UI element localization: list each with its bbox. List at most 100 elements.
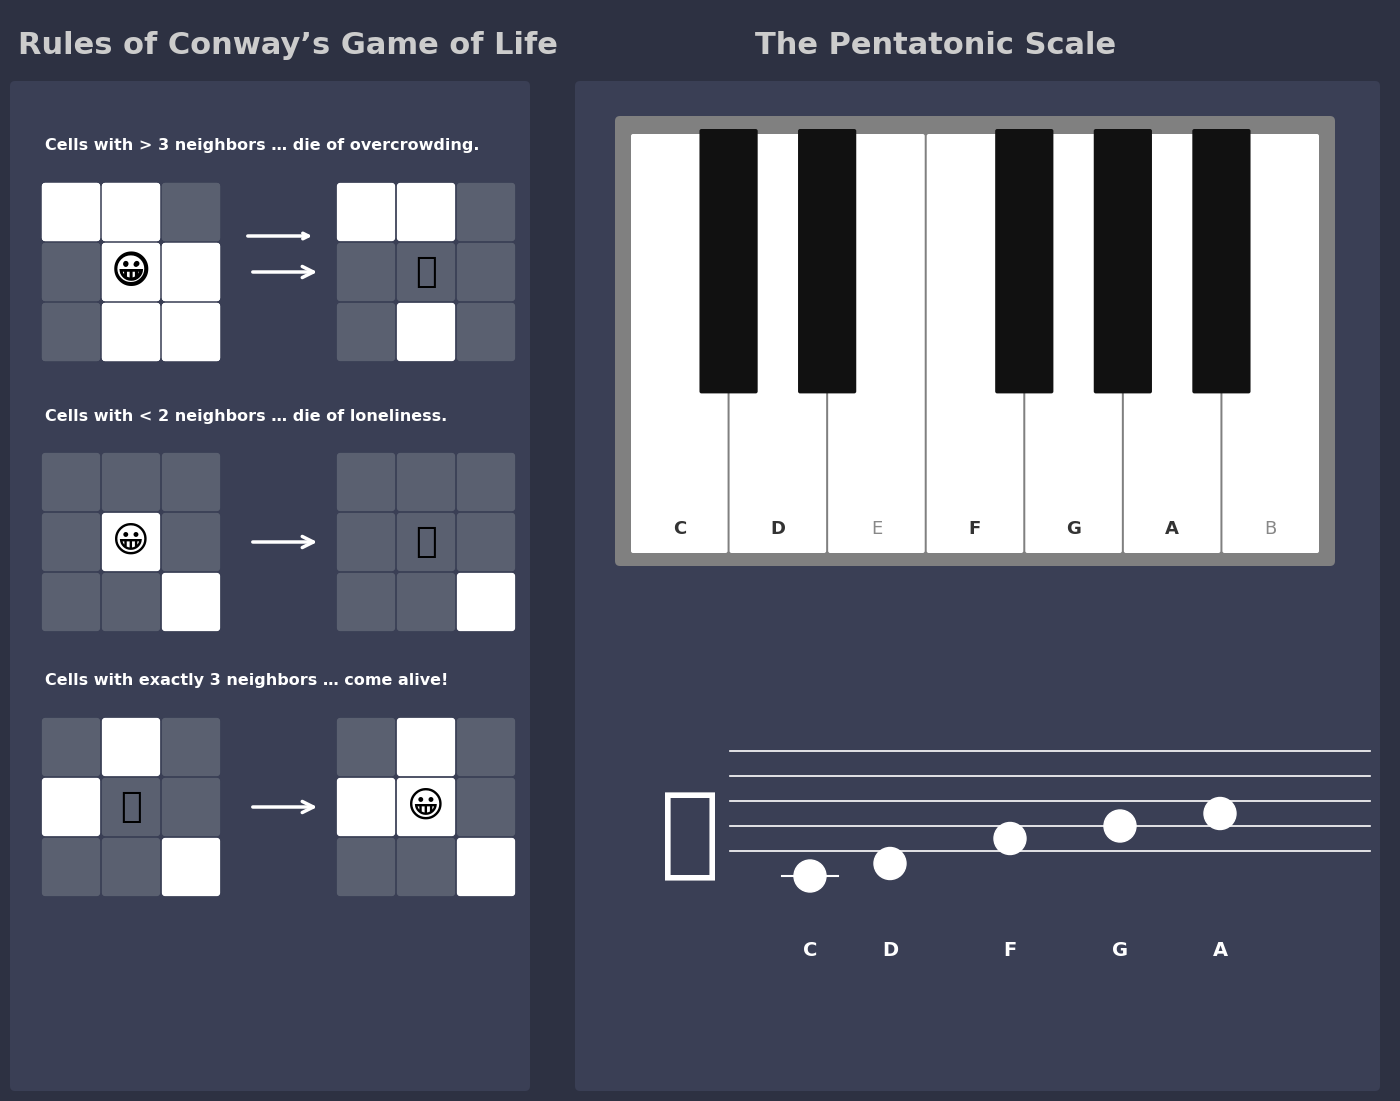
- FancyBboxPatch shape: [162, 303, 220, 361]
- FancyBboxPatch shape: [1124, 134, 1221, 553]
- FancyBboxPatch shape: [102, 303, 160, 361]
- FancyBboxPatch shape: [337, 453, 395, 511]
- Text: D: D: [882, 941, 897, 960]
- FancyBboxPatch shape: [927, 134, 1023, 553]
- FancyBboxPatch shape: [396, 573, 455, 631]
- FancyBboxPatch shape: [396, 243, 455, 301]
- Circle shape: [1204, 797, 1236, 829]
- FancyBboxPatch shape: [42, 303, 101, 361]
- FancyBboxPatch shape: [102, 453, 160, 511]
- FancyBboxPatch shape: [42, 243, 101, 301]
- FancyBboxPatch shape: [102, 838, 160, 896]
- FancyBboxPatch shape: [995, 129, 1053, 393]
- FancyBboxPatch shape: [162, 243, 220, 301]
- Text: The Pentatonic Scale: The Pentatonic Scale: [755, 32, 1116, 61]
- FancyBboxPatch shape: [102, 513, 160, 571]
- Circle shape: [794, 860, 826, 892]
- FancyBboxPatch shape: [337, 778, 395, 836]
- Text: 𝄞: 𝄞: [659, 787, 720, 884]
- Text: F: F: [1004, 941, 1016, 960]
- FancyBboxPatch shape: [1093, 129, 1152, 393]
- FancyBboxPatch shape: [42, 243, 101, 301]
- FancyBboxPatch shape: [162, 243, 220, 301]
- FancyBboxPatch shape: [42, 573, 101, 631]
- FancyBboxPatch shape: [396, 778, 455, 836]
- FancyBboxPatch shape: [42, 778, 101, 836]
- FancyBboxPatch shape: [456, 183, 515, 241]
- FancyBboxPatch shape: [396, 838, 455, 896]
- FancyBboxPatch shape: [42, 303, 101, 361]
- FancyBboxPatch shape: [337, 718, 395, 776]
- FancyBboxPatch shape: [42, 183, 101, 241]
- FancyBboxPatch shape: [42, 513, 101, 571]
- FancyBboxPatch shape: [1193, 129, 1250, 393]
- FancyBboxPatch shape: [42, 453, 101, 511]
- FancyBboxPatch shape: [1025, 134, 1121, 553]
- Text: Cells with exactly 3 neighbors … come alive!: Cells with exactly 3 neighbors … come al…: [45, 674, 448, 688]
- FancyBboxPatch shape: [456, 303, 515, 361]
- Text: Cells with < 2 neighbors … die of loneliness.: Cells with < 2 neighbors … die of loneli…: [45, 408, 447, 424]
- Text: 💀: 💀: [416, 525, 437, 559]
- FancyBboxPatch shape: [456, 838, 515, 896]
- FancyBboxPatch shape: [798, 129, 857, 393]
- Circle shape: [874, 848, 906, 880]
- FancyBboxPatch shape: [729, 134, 826, 553]
- FancyBboxPatch shape: [102, 183, 160, 241]
- FancyBboxPatch shape: [1222, 134, 1319, 553]
- FancyBboxPatch shape: [456, 718, 515, 776]
- Text: 😀: 😀: [407, 791, 445, 824]
- FancyBboxPatch shape: [829, 134, 925, 553]
- FancyBboxPatch shape: [456, 573, 515, 631]
- FancyBboxPatch shape: [162, 838, 220, 896]
- FancyBboxPatch shape: [396, 513, 455, 571]
- FancyBboxPatch shape: [575, 81, 1380, 1091]
- FancyBboxPatch shape: [456, 453, 515, 511]
- Text: D: D: [770, 520, 785, 538]
- FancyBboxPatch shape: [337, 573, 395, 631]
- FancyBboxPatch shape: [102, 243, 160, 301]
- FancyBboxPatch shape: [102, 778, 160, 836]
- FancyBboxPatch shape: [162, 513, 220, 571]
- FancyBboxPatch shape: [10, 81, 531, 1091]
- FancyBboxPatch shape: [162, 303, 220, 361]
- FancyBboxPatch shape: [456, 243, 515, 301]
- FancyBboxPatch shape: [396, 183, 455, 241]
- FancyBboxPatch shape: [162, 778, 220, 836]
- Text: A: A: [1165, 520, 1179, 538]
- Text: F: F: [969, 520, 981, 538]
- Text: C: C: [672, 520, 686, 538]
- FancyBboxPatch shape: [162, 453, 220, 511]
- Text: 💀: 💀: [120, 791, 141, 824]
- FancyBboxPatch shape: [42, 718, 101, 776]
- Text: G: G: [1067, 520, 1081, 538]
- Text: C: C: [802, 941, 818, 960]
- Circle shape: [1105, 810, 1135, 842]
- Circle shape: [994, 822, 1026, 854]
- Text: Rules of Conway’s Game of Life: Rules of Conway’s Game of Life: [18, 32, 557, 61]
- FancyBboxPatch shape: [396, 453, 455, 511]
- Text: 😀: 😀: [112, 255, 150, 288]
- Text: E: E: [871, 520, 882, 538]
- FancyBboxPatch shape: [631, 134, 728, 553]
- FancyBboxPatch shape: [337, 838, 395, 896]
- FancyBboxPatch shape: [42, 838, 101, 896]
- Text: 😀: 😀: [112, 525, 150, 559]
- Text: 😀: 😀: [111, 253, 151, 291]
- Text: B: B: [1264, 520, 1277, 538]
- FancyBboxPatch shape: [102, 243, 160, 301]
- FancyBboxPatch shape: [162, 718, 220, 776]
- FancyBboxPatch shape: [456, 513, 515, 571]
- FancyBboxPatch shape: [102, 573, 160, 631]
- Text: 💀: 💀: [416, 255, 437, 288]
- FancyBboxPatch shape: [162, 573, 220, 631]
- FancyBboxPatch shape: [337, 303, 395, 361]
- Text: A: A: [1212, 941, 1228, 960]
- Text: Cells with > 3 neighbors … die of overcrowding.: Cells with > 3 neighbors … die of overcr…: [45, 139, 479, 153]
- FancyBboxPatch shape: [337, 183, 395, 241]
- FancyBboxPatch shape: [456, 778, 515, 836]
- FancyBboxPatch shape: [42, 183, 101, 241]
- FancyBboxPatch shape: [615, 116, 1336, 566]
- FancyBboxPatch shape: [102, 718, 160, 776]
- FancyBboxPatch shape: [337, 243, 395, 301]
- FancyBboxPatch shape: [102, 303, 160, 361]
